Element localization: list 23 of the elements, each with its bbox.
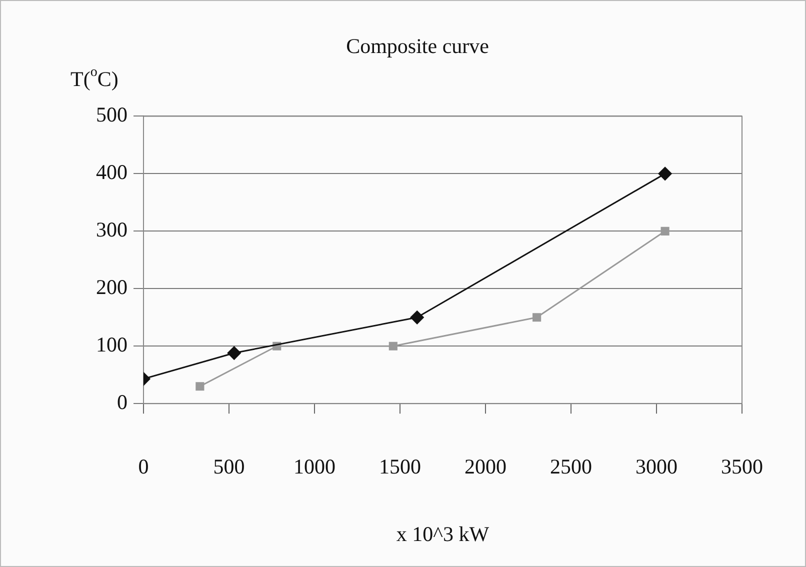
x-tick-label: 2000: [464, 454, 506, 479]
y-tick-label: 100: [96, 332, 128, 357]
x-tick-label: 500: [213, 454, 245, 479]
chart-title: Composite curve: [346, 34, 489, 58]
x-axis-title: x 10^3 kW: [396, 522, 490, 546]
point: [532, 313, 542, 322]
x-tick-label: 3500: [721, 454, 763, 479]
y-tick-label: 0: [117, 390, 128, 414]
x-tick-label: 1500: [379, 454, 421, 479]
point: [658, 166, 672, 180]
point: [227, 346, 241, 360]
x-tick-label: 0: [138, 454, 149, 479]
x-tick-label: 1000: [294, 454, 336, 479]
y-tick-label: 400: [96, 160, 128, 184]
point: [660, 226, 670, 236]
point: [388, 342, 398, 350]
point: [410, 310, 424, 324]
y-tick-label: 500: [96, 102, 128, 127]
y-tick-label: 300: [96, 218, 128, 242]
point: [196, 382, 204, 391]
x-tick-label: 3000: [636, 454, 678, 479]
x-tick-label: 2500: [550, 454, 592, 479]
y-tick-label: 200: [96, 275, 128, 300]
